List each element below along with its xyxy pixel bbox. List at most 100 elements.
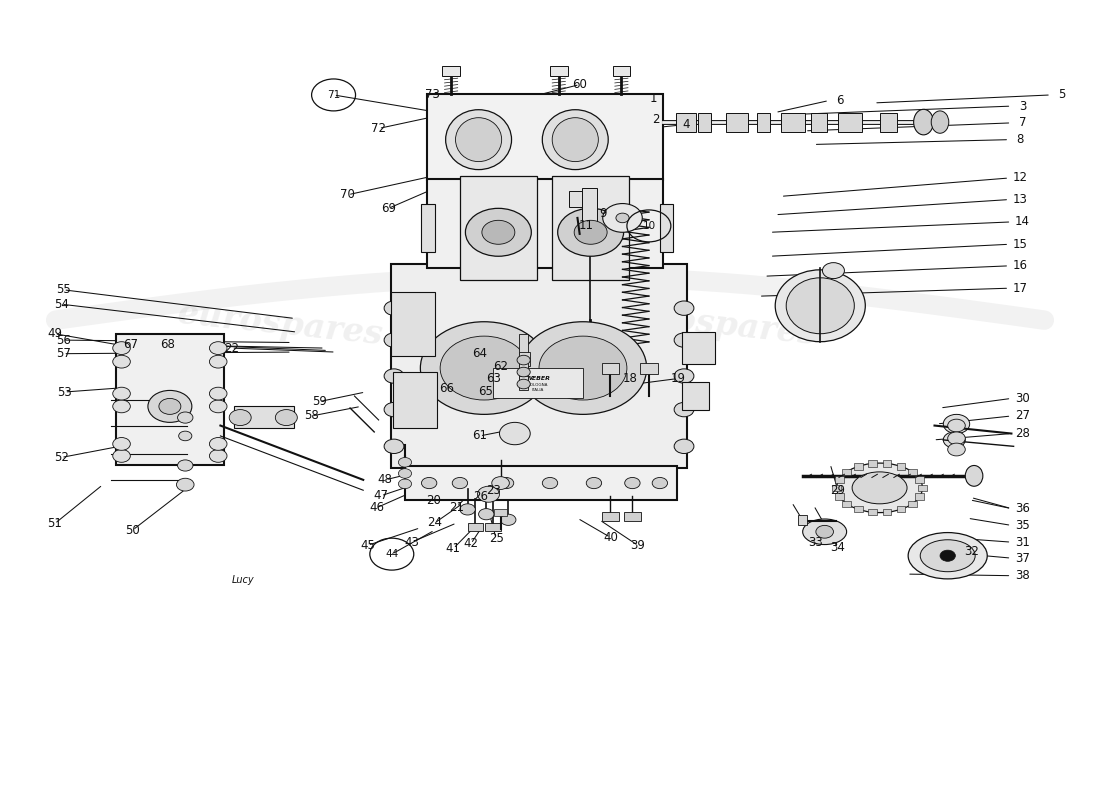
Text: 20: 20 bbox=[426, 494, 441, 507]
Text: 2: 2 bbox=[651, 113, 659, 126]
Text: 58: 58 bbox=[305, 410, 319, 422]
Ellipse shape bbox=[455, 118, 502, 162]
Ellipse shape bbox=[852, 472, 907, 504]
Bar bbox=[882, 509, 891, 515]
Bar bbox=[868, 460, 877, 466]
Text: 72: 72 bbox=[371, 122, 386, 135]
Bar bbox=[519, 363, 528, 378]
Bar bbox=[698, 113, 712, 132]
Circle shape bbox=[465, 208, 531, 256]
Text: 7: 7 bbox=[1019, 116, 1026, 130]
Circle shape bbox=[209, 342, 227, 354]
Ellipse shape bbox=[776, 270, 866, 342]
Bar bbox=[233, 406, 294, 428]
Bar bbox=[640, 363, 658, 374]
Circle shape bbox=[384, 439, 404, 454]
Bar bbox=[835, 493, 844, 499]
Text: 4: 4 bbox=[682, 118, 690, 131]
Bar bbox=[896, 463, 905, 470]
Bar bbox=[682, 382, 710, 410]
Text: 40: 40 bbox=[603, 531, 618, 544]
Text: 26: 26 bbox=[473, 490, 488, 503]
Circle shape bbox=[275, 410, 297, 426]
Text: WEBER: WEBER bbox=[526, 376, 550, 381]
Text: 35: 35 bbox=[1015, 519, 1030, 532]
Circle shape bbox=[178, 431, 191, 441]
Text: 44: 44 bbox=[385, 549, 398, 559]
Text: 27: 27 bbox=[1015, 410, 1030, 422]
Text: 6: 6 bbox=[836, 94, 844, 107]
Text: 48: 48 bbox=[377, 474, 393, 486]
Circle shape bbox=[113, 450, 130, 462]
Circle shape bbox=[542, 478, 558, 489]
Text: 34: 34 bbox=[830, 542, 845, 554]
Circle shape bbox=[482, 220, 515, 244]
Circle shape bbox=[652, 478, 668, 489]
Circle shape bbox=[209, 400, 227, 413]
Circle shape bbox=[113, 355, 130, 368]
Circle shape bbox=[574, 220, 607, 244]
Ellipse shape bbox=[909, 533, 987, 579]
Bar bbox=[519, 352, 530, 366]
Bar bbox=[896, 506, 905, 513]
Text: 22: 22 bbox=[224, 342, 239, 354]
Text: ITALIA: ITALIA bbox=[531, 389, 544, 393]
Text: 21: 21 bbox=[449, 501, 464, 514]
Circle shape bbox=[674, 333, 694, 347]
Text: 1: 1 bbox=[649, 92, 657, 105]
Text: 50: 50 bbox=[125, 524, 140, 537]
Circle shape bbox=[948, 443, 966, 456]
Text: 16: 16 bbox=[1013, 259, 1027, 272]
Text: 9: 9 bbox=[600, 207, 606, 221]
Text: 69: 69 bbox=[381, 202, 396, 215]
Circle shape bbox=[229, 410, 251, 426]
Bar bbox=[915, 476, 924, 482]
Bar bbox=[421, 204, 434, 252]
Circle shape bbox=[499, 422, 530, 445]
Text: 8: 8 bbox=[1016, 133, 1024, 146]
Bar bbox=[868, 509, 877, 515]
Bar bbox=[882, 460, 891, 466]
Text: 3: 3 bbox=[1019, 100, 1026, 113]
Circle shape bbox=[113, 438, 130, 450]
Circle shape bbox=[158, 398, 180, 414]
Text: 63: 63 bbox=[486, 372, 502, 385]
Text: 42: 42 bbox=[463, 538, 478, 550]
Text: 18: 18 bbox=[623, 372, 638, 385]
Bar bbox=[812, 113, 827, 132]
Bar bbox=[918, 485, 927, 491]
Circle shape bbox=[478, 509, 494, 520]
Bar bbox=[116, 334, 223, 466]
Bar bbox=[624, 512, 641, 522]
Circle shape bbox=[177, 460, 192, 471]
Ellipse shape bbox=[837, 463, 923, 513]
Circle shape bbox=[452, 478, 468, 489]
Text: 49: 49 bbox=[47, 327, 62, 340]
Circle shape bbox=[948, 419, 966, 432]
Text: 30: 30 bbox=[1015, 392, 1030, 405]
Text: 5: 5 bbox=[1058, 89, 1066, 102]
Circle shape bbox=[625, 478, 640, 489]
Text: eurospares: eurospares bbox=[176, 297, 385, 351]
Circle shape bbox=[209, 355, 227, 368]
Bar bbox=[442, 66, 460, 76]
Bar bbox=[405, 466, 678, 500]
Circle shape bbox=[823, 262, 845, 278]
Bar bbox=[390, 264, 688, 468]
Circle shape bbox=[498, 478, 514, 489]
Text: 33: 33 bbox=[808, 536, 823, 549]
Circle shape bbox=[500, 514, 516, 526]
Text: 29: 29 bbox=[830, 484, 845, 497]
Bar bbox=[494, 510, 507, 516]
Circle shape bbox=[517, 355, 530, 365]
Circle shape bbox=[603, 203, 642, 232]
Bar bbox=[880, 113, 898, 132]
Circle shape bbox=[616, 213, 629, 222]
Ellipse shape bbox=[786, 278, 855, 334]
Circle shape bbox=[398, 479, 411, 489]
Circle shape bbox=[113, 342, 130, 354]
Circle shape bbox=[944, 414, 970, 434]
Circle shape bbox=[209, 450, 227, 462]
Text: 39: 39 bbox=[630, 539, 646, 552]
Circle shape bbox=[209, 438, 227, 450]
